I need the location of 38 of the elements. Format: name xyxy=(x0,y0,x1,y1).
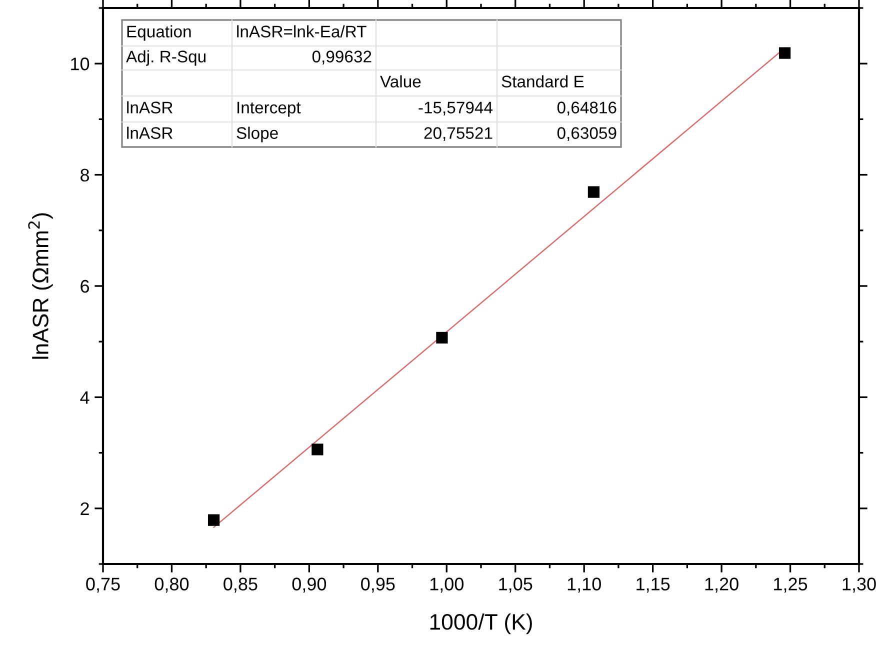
y-tick-label: 8 xyxy=(80,168,90,182)
x-tick-label: 1,15 xyxy=(636,578,670,593)
y-tick-label: 10 xyxy=(71,58,90,70)
y-tick-label: 2 xyxy=(80,502,89,515)
x-tick-label: 1,10 xyxy=(568,578,601,593)
x-axis-title: 1000/T (K) xyxy=(430,613,532,634)
annotation: Value xyxy=(380,75,421,88)
x-tick-label: 0,85 xyxy=(224,578,258,593)
annotation: lnASR xyxy=(127,101,172,114)
y-tick-label: 4 xyxy=(80,391,90,404)
y-axis-title: lnASR (Ωmm$^{2}$) xyxy=(28,213,53,359)
x-tick-label: 1,20 xyxy=(705,578,738,593)
x-tick-label: 1,00 xyxy=(430,578,464,593)
x-tick-label: 0,90 xyxy=(292,578,326,593)
annotation: -15,57944 xyxy=(418,102,493,116)
annotation: Adj. R-Squ xyxy=(126,50,206,66)
annotation: 0,63059 xyxy=(557,127,616,141)
annotation: lnASR xyxy=(127,126,172,139)
point xyxy=(436,332,448,344)
annotation: 0,64816 xyxy=(557,102,616,116)
x-tick-label: 0,95 xyxy=(361,578,395,593)
x-tick-label: 1,05 xyxy=(499,578,532,593)
point xyxy=(208,514,220,526)
annotation: lnASR=lnk-Ea/RT xyxy=(237,25,366,38)
x-tick-label: 0,75 xyxy=(86,578,120,593)
annotation: Slope xyxy=(236,126,278,142)
point xyxy=(588,186,600,198)
annotation: 0,99632 xyxy=(312,50,372,64)
x-tick-label: 1,30 xyxy=(842,578,876,593)
annotation: Standard E xyxy=(502,75,584,88)
point xyxy=(312,444,324,456)
annotation: Intercept xyxy=(238,102,301,117)
x-tick-label: 1,25 xyxy=(774,578,808,593)
x-tick-label: 0,80 xyxy=(154,578,189,593)
y-tick-label: 6 xyxy=(80,280,90,293)
point xyxy=(778,47,791,59)
annotation: 20,75521 xyxy=(424,127,492,141)
annotation: Equation xyxy=(127,25,191,41)
